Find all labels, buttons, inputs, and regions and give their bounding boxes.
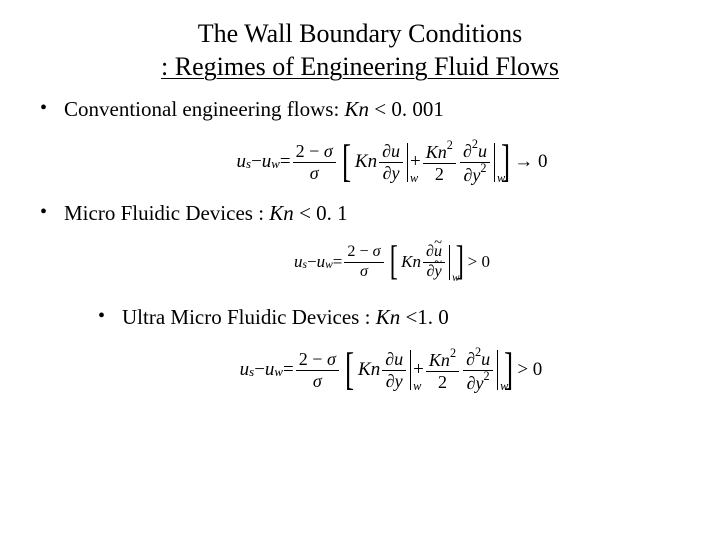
bullet-micro: Micro Fluidic Devices : Kn < 0. 1 us − u… [40,201,720,393]
equation-1: us − uw = 2 − σ σ [ Kn ∂u ∂y w + Kn2 2 [64,140,720,185]
bullet1-prefix: Conventional engineering flows: [64,97,345,121]
bullet-conventional: Conventional engineering flows: Kn < 0. … [40,97,720,185]
kn-symbol: Kn [376,305,401,329]
bullet2-prefix: Micro Fluidic Devices : [64,201,269,225]
title-line2: : Regimes of Engineering Fluid Flows [161,52,559,81]
sub-bullet-list: Ultra Micro Fluidic Devices : Kn <1. 0 u… [64,305,720,393]
bullet2-suffix: < 0. 1 [294,201,348,225]
bullet-ultra: Ultra Micro Fluidic Devices : Kn <1. 0 u… [98,305,720,393]
title-line1: The Wall Boundary Conditions [198,19,523,48]
slide-title: The Wall Boundary Conditions : Regimes o… [0,0,720,83]
bullet3-prefix: Ultra Micro Fluidic Devices : [122,305,376,329]
kn-symbol: Kn [345,97,370,121]
bullet3-suffix: <1. 0 [400,305,449,329]
bullet1-suffix: < 0. 001 [369,97,444,121]
equation-3: us − uw = 2 − σ σ [ Kn ∂u ∂y w + [62,348,720,393]
equation-2: us − uw = 2 − σ σ [ Kn ∂u ∂y w ] > 0 [64,244,720,281]
kn-symbol: Kn [269,201,294,225]
bullet-list: Conventional engineering flows: Kn < 0. … [0,97,720,393]
